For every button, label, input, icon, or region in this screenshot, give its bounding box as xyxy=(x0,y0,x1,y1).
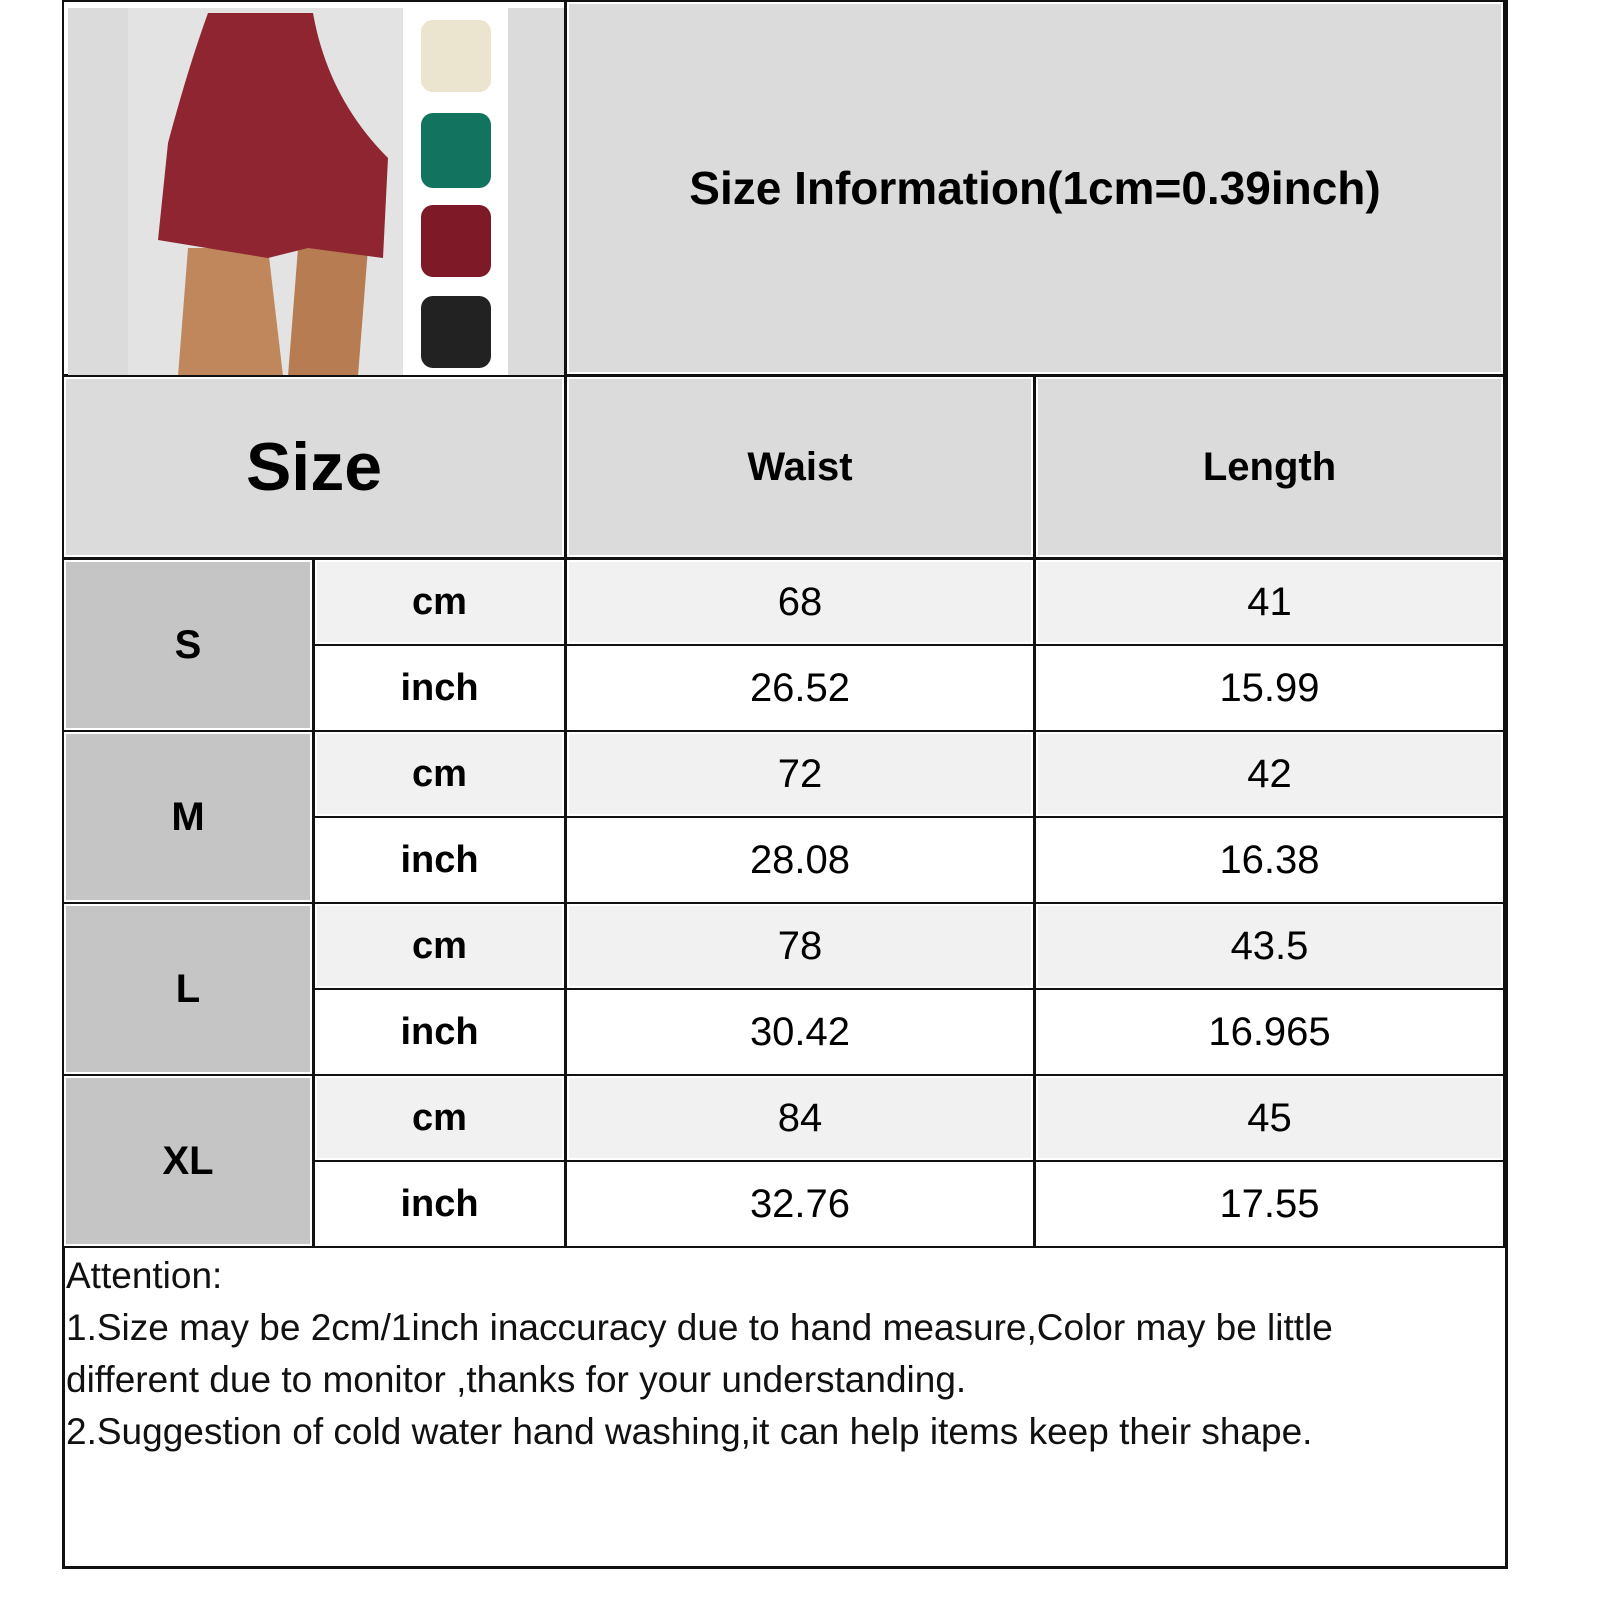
length-value: 42 xyxy=(1034,730,1505,818)
length-value: 45 xyxy=(1034,1074,1505,1162)
size-chart xyxy=(62,0,1508,1569)
unit-label: inch xyxy=(313,816,566,904)
unit-label: inch xyxy=(313,988,566,1076)
size-label: M xyxy=(62,730,314,904)
product-image xyxy=(68,8,564,376)
length-value: 16.965 xyxy=(1034,988,1505,1076)
length-value: 15.99 xyxy=(1034,644,1505,732)
size-label: S xyxy=(62,558,314,732)
waist-value: 32.76 xyxy=(565,1160,1035,1248)
waist-value: 84 xyxy=(565,1074,1035,1162)
waist-value: 72 xyxy=(565,730,1035,818)
attention-line: 1.Size may be 2cm/1inch inaccuracy due t… xyxy=(66,1307,1333,1348)
unit-label: inch xyxy=(313,1160,566,1248)
skirt-green xyxy=(421,113,491,188)
model-leg-right xyxy=(288,248,368,376)
length-header: Length xyxy=(1034,375,1505,559)
skirt-main xyxy=(158,13,388,258)
skirt-black xyxy=(421,296,491,368)
waist-header: Waist xyxy=(565,375,1035,559)
waist-value: 68 xyxy=(565,558,1035,646)
skirt-cream xyxy=(421,20,491,92)
unit-label: cm xyxy=(313,730,566,818)
waist-value: 30.42 xyxy=(565,988,1035,1076)
waist-value: 26.52 xyxy=(565,644,1035,732)
product-image-cell xyxy=(62,0,566,376)
size-label: L xyxy=(62,902,314,1076)
skirt-wine xyxy=(421,205,491,277)
waist-value: 28.08 xyxy=(565,816,1035,904)
page-title: Size Information(1cm=0.39inch) xyxy=(565,0,1505,376)
model-leg-left xyxy=(178,248,283,376)
unit-label: cm xyxy=(313,902,566,990)
unit-label: cm xyxy=(313,1074,566,1162)
length-value: 17.55 xyxy=(1034,1160,1505,1248)
attention-heading: Attention: xyxy=(66,1255,223,1296)
size-header: Size xyxy=(62,375,566,559)
unit-label: cm xyxy=(313,558,566,646)
attention-line: different due to monitor ,thanks for you… xyxy=(66,1359,967,1400)
length-value: 43.5 xyxy=(1034,902,1505,990)
skirt-photos xyxy=(128,8,508,376)
attention-line: 2.Suggestion of cold water hand washing,… xyxy=(66,1411,1313,1452)
size-label: XL xyxy=(62,1074,314,1248)
unit-label: inch xyxy=(313,644,566,732)
length-value: 16.38 xyxy=(1034,816,1505,904)
length-value: 41 xyxy=(1034,558,1505,646)
attention-notes: Attention: 1.Size may be 2cm/1inch inacc… xyxy=(66,1250,1496,1458)
waist-value: 78 xyxy=(565,902,1035,990)
